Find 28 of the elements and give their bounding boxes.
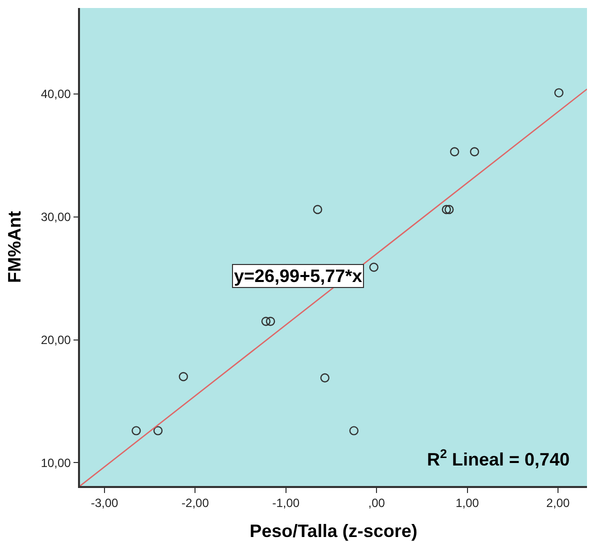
x-axis-title: Peso/Talla (z-score): [250, 520, 418, 541]
point: [178, 372, 188, 382]
point: [442, 204, 452, 214]
y-tick-label: 20,00: [40, 332, 72, 347]
annotation: y=26,99+5,77*x: [234, 266, 362, 286]
y-axis-title: FM%Ant: [4, 211, 25, 283]
y-tick-label: 40,00: [40, 87, 72, 102]
point: [132, 426, 141, 436]
annotation: R$^{2}$ Lineal = 0,740: [427, 447, 570, 470]
x-tick-label: -3,00: [90, 496, 118, 510]
point: [313, 204, 322, 214]
point: [349, 426, 359, 436]
x-tick-label: -1,00: [272, 496, 300, 510]
point: [554, 88, 564, 98]
point: [470, 147, 480, 156]
point: [450, 147, 460, 156]
x-tick-label: ,00: [368, 496, 386, 510]
x-tick-label: 2,00: [546, 496, 570, 510]
point: [369, 262, 378, 272]
point: [266, 316, 276, 326]
point: [153, 426, 163, 436]
point: [320, 373, 330, 382]
y-tick-label: 30,00: [40, 210, 72, 224]
y-tick-label: 10,00: [40, 456, 72, 470]
point: [444, 204, 454, 214]
point: [261, 316, 271, 326]
x-tick-label: 1,00: [456, 496, 480, 510]
x-tick-label: -2,00: [182, 496, 210, 510]
